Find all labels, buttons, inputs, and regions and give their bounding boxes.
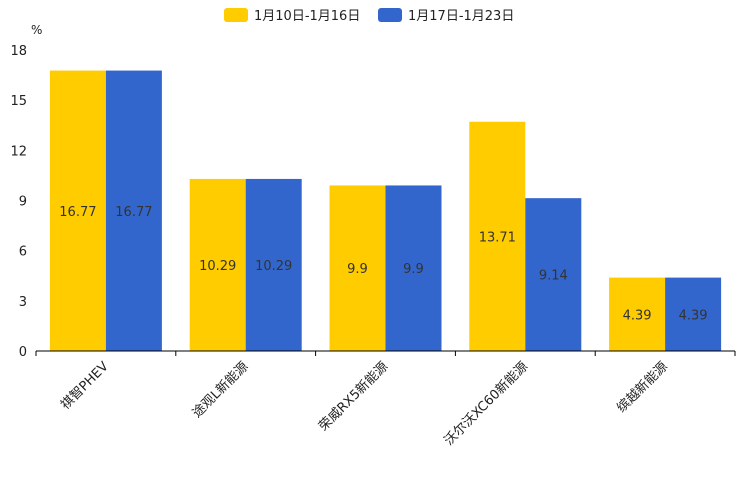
data-label: 10.29 bbox=[255, 259, 292, 274]
bar bbox=[609, 277, 666, 351]
x-category-label: 祺智PHEV bbox=[58, 359, 112, 413]
x-axis: 祺智PHEV 途观L新能源 荣威RX5新能源 沃尔沃XC60新能源 缤越新能源 bbox=[35, 350, 736, 449]
data-label: 16.77 bbox=[115, 205, 152, 220]
y-tick-label: 3 bbox=[19, 295, 27, 310]
y-tick-label: 15 bbox=[10, 94, 27, 109]
legend-label: 1月17日-1月23日 bbox=[408, 9, 514, 24]
data-label: 13.71 bbox=[479, 230, 516, 245]
legend-swatch bbox=[378, 8, 402, 22]
y-axis: 0 3 6 9 12 15 18 bbox=[10, 44, 27, 360]
bar bbox=[385, 185, 442, 351]
bar bbox=[329, 185, 386, 351]
legend: 1月10日-1月16日 1月17日-1月23日 bbox=[224, 8, 514, 24]
bar bbox=[49, 70, 106, 352]
bar bbox=[665, 277, 722, 351]
data-label: 9.14 bbox=[539, 269, 568, 284]
x-category-label: 荣威RX5新能源 bbox=[316, 359, 392, 435]
bar-series: 16.77 16.77 10.29 10.29 9.9 9.9 13.71 9.14 4.39 4… bbox=[49, 70, 722, 352]
x-category-label: 缤越新能源 bbox=[614, 359, 671, 416]
y-tick-label: 9 bbox=[19, 195, 27, 210]
legend-swatch bbox=[224, 8, 248, 22]
bar bbox=[525, 198, 582, 351]
y-tick-label: 12 bbox=[10, 144, 27, 159]
y-axis-unit-label: % bbox=[31, 23, 42, 37]
data-label: 9.9 bbox=[403, 262, 424, 277]
data-label: 10.29 bbox=[199, 259, 236, 274]
x-category-label: 沃尔沃XC60新能源 bbox=[441, 359, 531, 449]
data-label: 9.9 bbox=[347, 262, 368, 277]
y-tick-label: 6 bbox=[19, 245, 27, 260]
y-tick-label: 18 bbox=[10, 44, 27, 59]
bar bbox=[105, 70, 162, 352]
data-label: 16.77 bbox=[59, 205, 96, 220]
bar bbox=[189, 178, 246, 351]
data-label: 4.39 bbox=[623, 308, 652, 323]
bar bbox=[245, 178, 302, 351]
y-tick-label: 0 bbox=[19, 345, 27, 360]
x-category-label: 途观L新能源 bbox=[189, 359, 251, 421]
data-label: 4.39 bbox=[679, 308, 708, 323]
bar bbox=[469, 121, 526, 351]
legend-label: 1月10日-1月16日 bbox=[254, 9, 360, 24]
